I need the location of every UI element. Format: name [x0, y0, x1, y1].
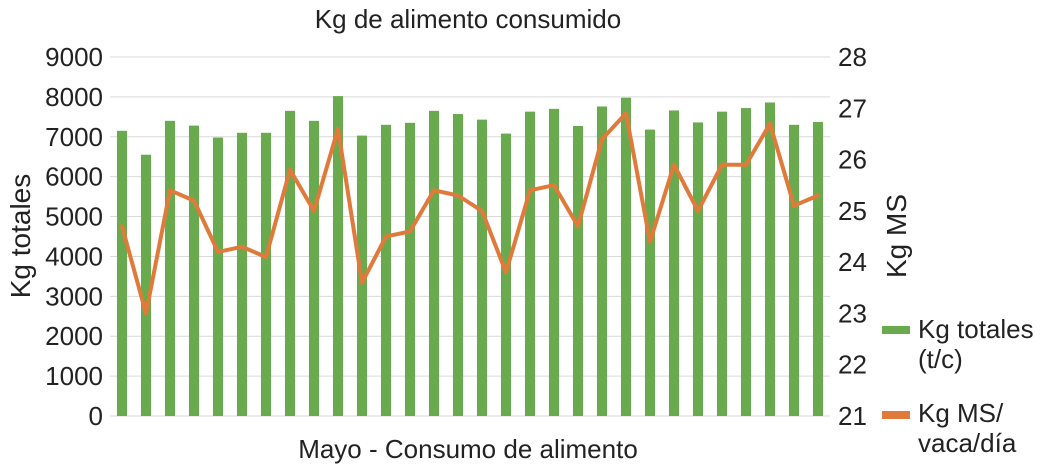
line-point: [816, 193, 820, 198]
line-point: [744, 162, 748, 167]
bar: [236, 132, 248, 417]
line-point: [144, 311, 148, 316]
line-point: [696, 208, 700, 213]
bar: [308, 120, 320, 417]
chart-title: Kg de alimento consumido: [315, 4, 621, 34]
line-point: [168, 188, 172, 193]
line-point: [552, 183, 556, 188]
y2-tick-label: 27: [838, 93, 867, 123]
bar: [644, 129, 656, 416]
bar: [548, 108, 560, 416]
line-point: [600, 137, 604, 142]
y-tick-label: 5000: [45, 202, 103, 232]
bar: [692, 122, 704, 416]
line-point: [504, 270, 508, 275]
bar: [164, 120, 176, 417]
line-point: [792, 203, 796, 208]
y-tick-label: 7000: [45, 122, 103, 152]
bar: [596, 106, 608, 416]
line-point: [192, 198, 196, 203]
y-tick-label: 8000: [45, 82, 103, 112]
line-point: [312, 208, 316, 213]
y2-tick-label: 23: [838, 298, 867, 328]
line-point: [336, 126, 340, 131]
bar: [116, 130, 128, 417]
bar: [140, 154, 152, 416]
legend-swatch-bars: [882, 326, 910, 334]
y2-tick-label: 24: [838, 247, 867, 277]
y2-tick-label: 26: [838, 145, 867, 175]
line-point: [528, 188, 532, 193]
line-point: [480, 208, 484, 213]
bar: [740, 108, 752, 417]
legend-label-bars-line2: (t/c): [918, 344, 963, 374]
grid-lines: [110, 56, 830, 417]
line-point: [120, 224, 124, 229]
y2-tick-label: 28: [838, 42, 867, 72]
line-point: [360, 280, 364, 285]
left-axis-ticks: 0 1000 2000 3000 4000 5000 6000 7000 8000 9000: [45, 42, 103, 431]
y2-tick-label: 25: [838, 196, 867, 226]
line-point: [456, 193, 460, 198]
bar: [668, 110, 680, 416]
bar: [428, 110, 440, 416]
y2-tick-label: 21: [838, 401, 867, 431]
bar: [284, 110, 296, 416]
y-tick-label: 6000: [45, 162, 103, 192]
bar: [404, 122, 416, 417]
legend-swatch-line: [882, 411, 910, 419]
line-point: [240, 244, 244, 249]
y-tick-label: 1000: [45, 361, 103, 391]
line-point: [216, 249, 220, 254]
bar: [500, 133, 512, 416]
y-tick-label: 4000: [45, 241, 103, 271]
legend-label-line-line1: Kg MS/: [918, 398, 1004, 428]
y-axis-label: Kg totales: [5, 174, 36, 299]
y2-axis-label: Kg MS: [881, 194, 912, 278]
y-tick-label: 9000: [45, 42, 103, 72]
line-point: [648, 239, 652, 244]
line-point: [624, 111, 628, 116]
line-point: [264, 255, 268, 260]
bar: [260, 132, 272, 417]
bar: [812, 122, 824, 416]
bar: [620, 97, 632, 416]
legend: Kg totales (t/c) Kg MS/ vaca/día: [882, 314, 1034, 458]
bar: [452, 114, 464, 417]
line-point: [408, 229, 412, 234]
line-series: [120, 111, 820, 316]
bar: [788, 124, 800, 417]
bar: [572, 126, 584, 416]
y2-tick-label: 22: [838, 350, 867, 380]
series-line: [120, 111, 819, 316]
right-axis-ticks: 21 22 23 24 25 26 27 28: [838, 42, 867, 431]
line-point: [768, 121, 772, 126]
bar: [380, 124, 392, 417]
line-point: [576, 224, 580, 229]
line-point: [432, 188, 436, 193]
line-point: [672, 162, 676, 167]
legend-label-bars-line1: Kg totales: [918, 314, 1034, 344]
bar: [716, 111, 728, 417]
bar: [524, 111, 536, 417]
x-axis-label: Mayo - Consumo de alimento: [298, 434, 638, 464]
y-tick-label: 3000: [45, 281, 103, 311]
bar: [212, 137, 224, 416]
y-tick-label: 2000: [45, 321, 103, 351]
y-tick-label: 0: [89, 401, 103, 431]
bar: [476, 119, 488, 417]
bar: [188, 125, 200, 416]
line-point: [288, 167, 292, 172]
line-point: [384, 234, 388, 239]
legend-label-line-line2: vaca/día: [918, 428, 1017, 458]
bar: [764, 102, 776, 417]
bar: [332, 96, 344, 416]
line-point: [720, 162, 724, 167]
